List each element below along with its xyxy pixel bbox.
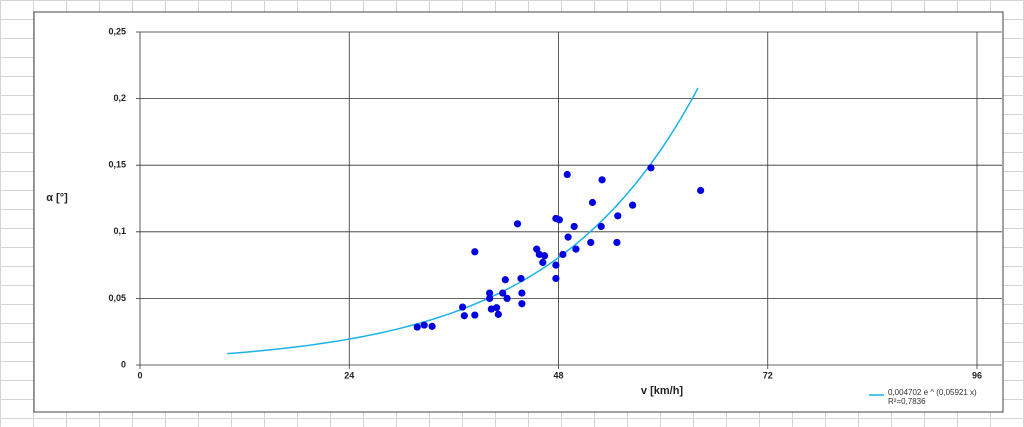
- data-point: [614, 212, 622, 220]
- data-point: [518, 289, 526, 297]
- data-point: [492, 304, 501, 312]
- data-point: [533, 245, 541, 253]
- data-point: [428, 322, 436, 330]
- data-point: [539, 258, 547, 267]
- y-tick-label: 0,15: [108, 160, 126, 170]
- y-tick-label: 0,2: [113, 93, 126, 103]
- legend-label: 0,004702 e ^ (0,05921 x): [888, 388, 977, 397]
- data-point: [587, 238, 595, 247]
- data-point: [598, 176, 606, 184]
- data-point: [552, 274, 560, 283]
- data-point: [572, 245, 580, 253]
- y-tick-label: 0,1: [113, 226, 126, 236]
- x-tick-label: 96: [972, 370, 982, 380]
- data-point: [563, 170, 571, 179]
- data-point: [486, 289, 494, 297]
- data-point: [540, 252, 549, 260]
- data-point: [588, 198, 597, 207]
- data-point: [629, 201, 637, 209]
- data-point: [486, 294, 494, 302]
- data-point: [613, 238, 621, 247]
- data-point: [517, 274, 525, 283]
- data-point: [471, 311, 479, 319]
- data-point: [559, 250, 567, 259]
- x-tick-label: 72: [763, 370, 773, 380]
- data-point: [697, 186, 705, 195]
- data-point: [458, 303, 467, 311]
- data-point: [647, 164, 655, 172]
- x-tick-label: 24: [344, 370, 354, 380]
- data-point: [413, 323, 421, 331]
- data-point: [570, 222, 578, 231]
- data-point: [494, 310, 502, 318]
- data-point: [518, 300, 526, 308]
- chart-frame: [33, 11, 1004, 413]
- legend-r2: R²=0,7836: [888, 397, 926, 406]
- y-tick-label: 0,05: [108, 293, 126, 303]
- data-point: [460, 312, 468, 320]
- y-tick-label: 0,25: [108, 26, 126, 36]
- data-point: [597, 222, 605, 231]
- data-point: [471, 248, 479, 256]
- data-point: [499, 289, 507, 297]
- x-tick-label: 48: [553, 370, 563, 380]
- data-point: [501, 276, 509, 284]
- data-point: [503, 294, 511, 302]
- data-point: [552, 261, 560, 269]
- data-point: [513, 220, 522, 228]
- x-axis-label: v [km/h]: [641, 385, 684, 397]
- data-point: [555, 216, 563, 224]
- data-point: [564, 233, 572, 241]
- x-tick-label: 0: [137, 370, 142, 380]
- data-point: [420, 321, 428, 329]
- legend-box: [866, 386, 976, 408]
- y-axis-label: α [°]: [46, 192, 68, 204]
- y-tick-label: 0: [121, 359, 126, 369]
